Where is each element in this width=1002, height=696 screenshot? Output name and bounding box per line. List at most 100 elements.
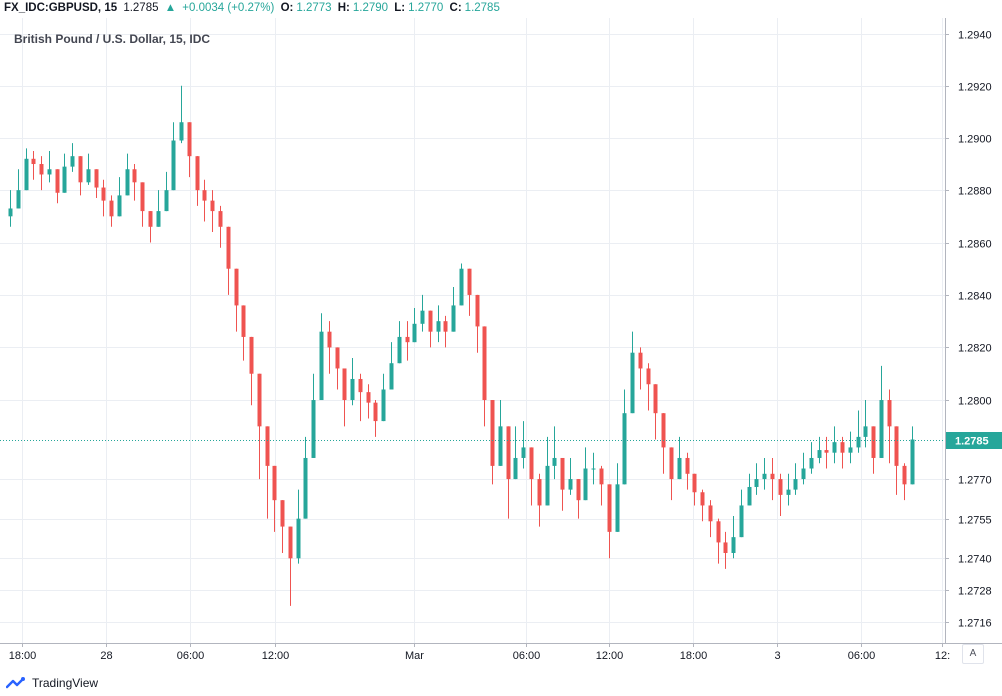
candle-body-up xyxy=(521,447,526,458)
candle-body-up xyxy=(793,479,798,490)
candle-body-up xyxy=(179,122,184,141)
candle-body-up xyxy=(552,457,557,466)
candle-body-down xyxy=(342,368,347,401)
candle-body-down xyxy=(723,542,728,554)
tradingview-footer[interactable]: TradingView xyxy=(6,676,98,690)
y-tick-label: 1.2755 xyxy=(958,515,992,527)
candle-body-up xyxy=(754,479,759,487)
candle-body-down xyxy=(288,526,293,559)
y-tick-label: 1.2716 xyxy=(958,618,992,630)
candle-body-up xyxy=(848,447,853,453)
candle-body-down xyxy=(210,200,215,212)
candle-body-down xyxy=(101,187,106,201)
candle-body-down xyxy=(467,268,472,295)
candle-body-up xyxy=(319,331,324,401)
candle-body-up xyxy=(739,505,744,538)
y-tick-label: 1.2880 xyxy=(958,186,992,198)
candle-body-up xyxy=(70,156,75,167)
candle-body-up xyxy=(832,442,837,453)
tradingview-brand: TradingView xyxy=(32,676,99,690)
y-tick-label: 1.2800 xyxy=(958,396,992,408)
chart-title: British Pound / U.S. Dollar, 15, IDC xyxy=(14,32,210,46)
candle-body-up xyxy=(350,378,355,401)
candle-body-up xyxy=(762,473,767,480)
candle-body-up xyxy=(296,518,301,559)
candle-body-up xyxy=(591,468,596,470)
candle-body-down xyxy=(241,305,246,337)
current-price-label: 1.2785 xyxy=(955,436,989,448)
candle-body-down xyxy=(475,294,480,327)
candle-body-down xyxy=(132,169,137,183)
high-label: H: xyxy=(337,2,350,14)
candle-body-down xyxy=(708,505,713,522)
auto-scale-button[interactable]: A xyxy=(962,644,984,664)
current-price-tag xyxy=(946,432,1002,449)
y-tick-label: 1.2920 xyxy=(958,82,992,94)
x-tick-label: 06:00 xyxy=(848,650,876,662)
candle-body-down xyxy=(638,352,643,369)
candle-body-down xyxy=(109,200,114,217)
candle-body-down xyxy=(653,384,658,414)
candle-body-down xyxy=(692,473,697,493)
open-value: 1.2773 xyxy=(296,2,332,14)
y-tick-label: 1.2820 xyxy=(958,343,992,355)
candle-body-down xyxy=(405,336,410,343)
candle-body-down xyxy=(428,310,433,332)
candle-body-up xyxy=(303,457,308,519)
candle-body-down xyxy=(94,169,99,188)
candle-body-down xyxy=(482,326,487,401)
candle-body-up xyxy=(156,211,161,227)
x-tick-label: 3 xyxy=(774,650,780,662)
candle-body-down xyxy=(646,368,651,385)
candle-body-down xyxy=(335,347,340,369)
candle-body-up xyxy=(117,195,122,217)
x-tick-label: 18:00 xyxy=(9,650,37,662)
candle-body-up xyxy=(412,323,417,343)
candle-body-down xyxy=(218,211,223,227)
candle-body-up xyxy=(451,305,456,332)
candle-body-down xyxy=(700,492,705,506)
x-tick-label: 06:00 xyxy=(513,650,541,662)
candle-body-down xyxy=(443,321,448,332)
candle-body-down xyxy=(226,226,231,269)
x-tick-label: 28 xyxy=(100,650,112,662)
candle-body-down xyxy=(887,400,892,427)
candle-body-down xyxy=(871,426,876,458)
y-tick-label: 1.2840 xyxy=(958,291,992,303)
candles xyxy=(8,85,915,606)
candle-body-up xyxy=(545,465,550,506)
candle-body-down xyxy=(366,392,371,403)
y-tick-label: 1.2740 xyxy=(958,554,992,566)
candle-body-down xyxy=(140,182,145,212)
y-tick-label: 1.2940 xyxy=(958,30,992,42)
candle-body-up xyxy=(381,389,386,422)
candle-body-down xyxy=(716,521,721,543)
candle-body-up xyxy=(879,400,884,458)
candle-body-up xyxy=(863,426,868,437)
candle-body-down xyxy=(249,336,254,374)
candle-body-down xyxy=(607,484,612,532)
candle-body-up xyxy=(47,169,52,175)
tradingview-logo-icon xyxy=(6,677,25,689)
candle-body-down xyxy=(599,468,604,485)
open-label: O: xyxy=(280,2,294,14)
candle-body-up xyxy=(630,352,635,414)
candle-body-down xyxy=(257,373,262,427)
candle-body-down xyxy=(358,378,363,393)
candle-body-down xyxy=(824,450,829,453)
candle-body-up xyxy=(910,439,915,485)
time-axis: 18:00 28 06:00 12:00 Mar 06:00 12:00 18:00 3 06:0… xyxy=(9,643,950,662)
y-tick-label: 1.2900 xyxy=(958,134,992,146)
candle-body-up xyxy=(16,190,21,209)
candle-body-up xyxy=(436,321,441,332)
candle-body-down xyxy=(280,500,285,527)
candle-body-up xyxy=(731,537,736,554)
candle-body-down xyxy=(373,402,378,422)
candle-body-up xyxy=(817,450,822,458)
candle-body-down xyxy=(576,479,581,501)
candle-body-down xyxy=(506,426,511,480)
candle-body-up xyxy=(397,336,402,364)
candle-body-down xyxy=(31,158,36,165)
candle-body-up xyxy=(677,457,682,480)
